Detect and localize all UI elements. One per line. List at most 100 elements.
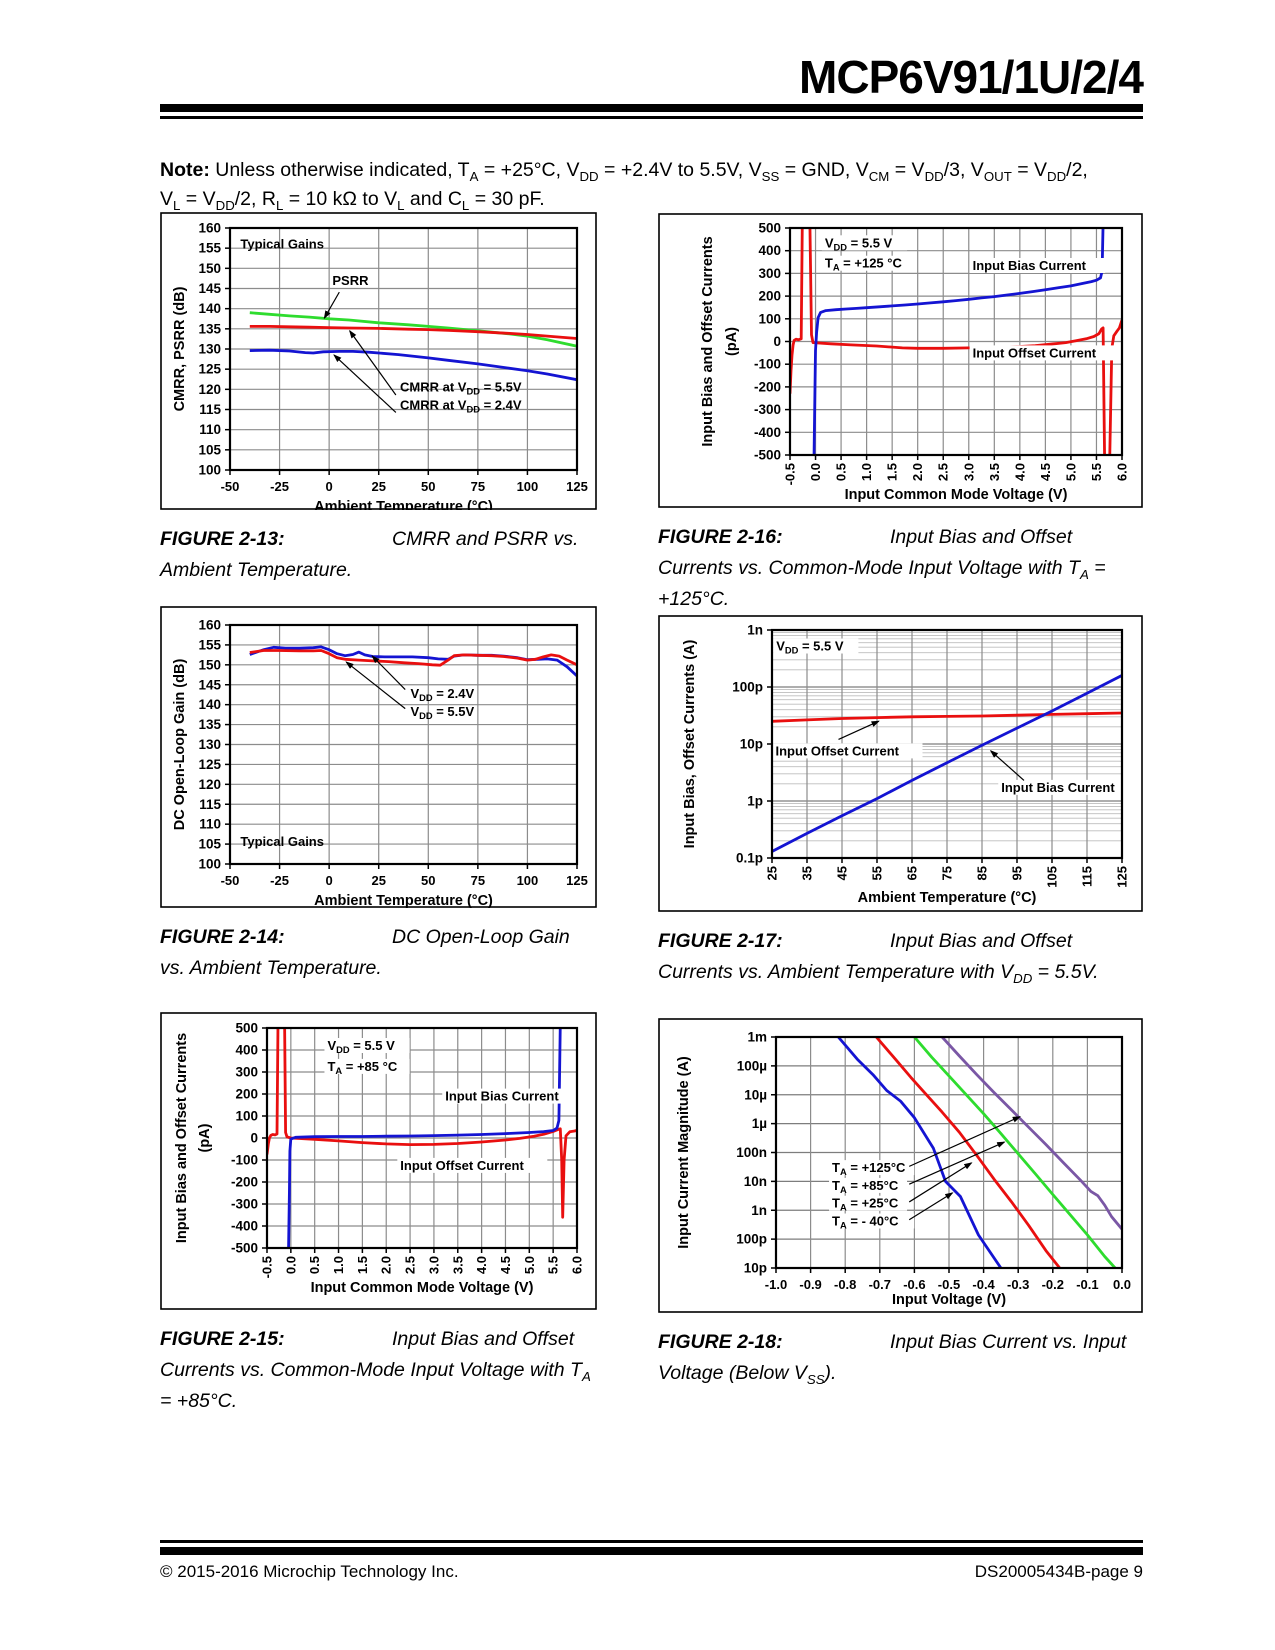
header-rule-thin — [160, 116, 1143, 119]
svg-text:115: 115 — [199, 402, 221, 417]
svg-text:VDD = 5.5 V: VDD = 5.5 V — [825, 235, 893, 252]
svg-text:Typical Gains: Typical Gains — [240, 834, 324, 849]
footer-page-number: DS20005434B-page 9 — [974, 1562, 1143, 1581]
svg-text:105: 105 — [198, 837, 221, 852]
svg-text:10µ: 10µ — [744, 1087, 767, 1102]
figure-2-15: VDD = 5.5 V TA = +85 °C Input Bias Current… — [160, 1012, 597, 1417]
svg-text:140: 140 — [198, 301, 221, 316]
svg-text:3.0: 3.0 — [961, 463, 976, 481]
svg-text:Input Voltage (V): Input Voltage (V) — [892, 1292, 1006, 1308]
svg-text:120: 120 — [198, 777, 221, 792]
svg-text:-25: -25 — [270, 479, 289, 494]
svg-text:CMRR, PSRR (dB): CMRR, PSRR (dB) — [172, 286, 188, 411]
svg-text:0.1p: 0.1p — [736, 851, 763, 866]
svg-text:75: 75 — [940, 866, 955, 880]
svg-text:-500: -500 — [754, 448, 781, 463]
svg-text:Input Bias Current: Input Bias Current — [1001, 780, 1115, 795]
svg-text:4.0: 4.0 — [1012, 463, 1027, 481]
svg-text:6.0: 6.0 — [1115, 463, 1130, 481]
svg-text:TA = - 40°C: TA = - 40°C — [832, 1213, 899, 1230]
svg-text:TA = +125°C: TA = +125°C — [832, 1160, 906, 1177]
svg-text:145: 145 — [198, 281, 221, 296]
svg-text:100n: 100n — [736, 1145, 767, 1160]
svg-text:85: 85 — [975, 866, 990, 880]
figure-caption-text: Input Bias Current vs. Input Voltage (Be… — [658, 1331, 1127, 1387]
figure-2-16-caption: FIGURE 2-16: Input Bias and Offset Curren… — [658, 522, 1143, 615]
svg-text:-400: -400 — [754, 425, 781, 440]
figure-caption-text: Input Bias and Offset Currents vs. Commo… — [658, 526, 1106, 610]
svg-text:-500: -500 — [231, 1241, 258, 1256]
figure-caption-text: DC Open-Loop Gain vs. Ambient Temperatur… — [160, 926, 570, 979]
svg-text:1n: 1n — [747, 623, 763, 638]
svg-text:160: 160 — [198, 221, 221, 236]
svg-text:4.5: 4.5 — [498, 1256, 513, 1274]
figure-2-13: Typical Gains PSRR CMRR at VDD = 5.5V CMRR … — [160, 212, 597, 586]
svg-text:2.5: 2.5 — [403, 1256, 418, 1274]
svg-text:150: 150 — [198, 261, 221, 276]
svg-text:1m: 1m — [747, 1030, 767, 1045]
svg-text:125: 125 — [198, 362, 221, 377]
svg-text:-1.0: -1.0 — [765, 1277, 787, 1292]
svg-text:125: 125 — [566, 873, 588, 888]
svg-text:100µ: 100µ — [737, 1058, 767, 1073]
figure-label: FIGURE 2-16: — [658, 526, 783, 548]
svg-text:125: 125 — [566, 479, 588, 494]
svg-text:110: 110 — [199, 817, 221, 832]
figure-label: FIGURE 2-14: — [160, 926, 285, 948]
page-title: MCP6V91/1U/2/4 — [799, 51, 1144, 103]
svg-text:(pA): (pA) — [197, 1123, 213, 1152]
svg-text:130: 130 — [198, 737, 221, 752]
svg-text:TA = +85 °C: TA = +85 °C — [327, 1059, 397, 1076]
figure-2-13-caption: FIGURE 2-13: CMRR and PSRR vs. Ambient Te… — [160, 524, 597, 586]
svg-text:-0.5: -0.5 — [260, 1256, 275, 1278]
svg-text:500: 500 — [758, 221, 781, 236]
header-rule-thick — [160, 104, 1143, 112]
svg-text:150: 150 — [198, 657, 221, 672]
svg-text:25: 25 — [765, 866, 780, 880]
svg-text:-25: -25 — [270, 873, 289, 888]
note-label: Note: — [160, 158, 210, 181]
svg-text:25: 25 — [371, 479, 385, 494]
footer-rule-thick — [160, 1547, 1143, 1555]
svg-text:135: 135 — [198, 717, 221, 732]
svg-text:135: 135 — [198, 321, 221, 336]
svg-text:65: 65 — [905, 866, 920, 880]
svg-text:VDD = 5.5V: VDD = 5.5V — [410, 704, 474, 721]
svg-text:5.0: 5.0 — [522, 1256, 537, 1274]
svg-text:Ambient Temperature (°C): Ambient Temperature (°C) — [858, 890, 1037, 906]
svg-text:400: 400 — [758, 243, 781, 258]
svg-text:160: 160 — [198, 618, 221, 633]
svg-text:5.0: 5.0 — [1063, 463, 1078, 481]
svg-text:130: 130 — [198, 342, 221, 357]
figure-2-17: VDD = 5.5 V Input Offset Current Input Bia… — [658, 615, 1143, 988]
figure-label: FIGURE 2-18: — [658, 1331, 783, 1353]
svg-text:0.0: 0.0 — [808, 463, 823, 481]
svg-text:400: 400 — [235, 1043, 258, 1058]
svg-text:155: 155 — [198, 637, 221, 652]
svg-text:105: 105 — [1045, 866, 1060, 888]
svg-text:Input Bias Current: Input Bias Current — [973, 258, 1087, 273]
svg-text:1n: 1n — [751, 1203, 767, 1218]
conditions-note: Note: Unless otherwise indicated, TA = +… — [160, 156, 1105, 214]
svg-text:100p: 100p — [736, 1232, 767, 1247]
svg-text:300: 300 — [235, 1065, 258, 1080]
figure-2-15-caption: FIGURE 2-15: Input Bias and Offset Curren… — [160, 1324, 597, 1417]
svg-text:TA = +125 °C: TA = +125 °C — [825, 256, 903, 273]
svg-text:-0.4: -0.4 — [972, 1277, 995, 1292]
svg-text:95: 95 — [1010, 866, 1025, 880]
svg-text:100: 100 — [235, 1109, 258, 1124]
svg-text:Input Bias and Offset Currents: Input Bias and Offset Currents — [174, 1033, 190, 1243]
figure-2-18: TA = +125°C TA = +85°C TA = +25°C TA = - 40… — [658, 1018, 1143, 1389]
svg-text:-0.5: -0.5 — [938, 1277, 960, 1292]
svg-text:125: 125 — [1115, 866, 1130, 888]
svg-text:4.5: 4.5 — [1038, 463, 1053, 481]
svg-text:10p: 10p — [744, 1261, 767, 1276]
svg-text:3.5: 3.5 — [987, 463, 1002, 481]
svg-text:50: 50 — [421, 479, 435, 494]
svg-text:0: 0 — [326, 873, 333, 888]
svg-text:CMRR at VDD = 2.4V: CMRR at VDD = 2.4V — [400, 398, 522, 415]
svg-text:Input Common Mode Voltage (V): Input Common Mode Voltage (V) — [845, 487, 1068, 503]
figure-2-18-caption: FIGURE 2-18: Input Bias Current vs. Input… — [658, 1327, 1143, 1389]
svg-text:Input Current Magnitude (A): Input Current Magnitude (A) — [676, 1056, 692, 1249]
